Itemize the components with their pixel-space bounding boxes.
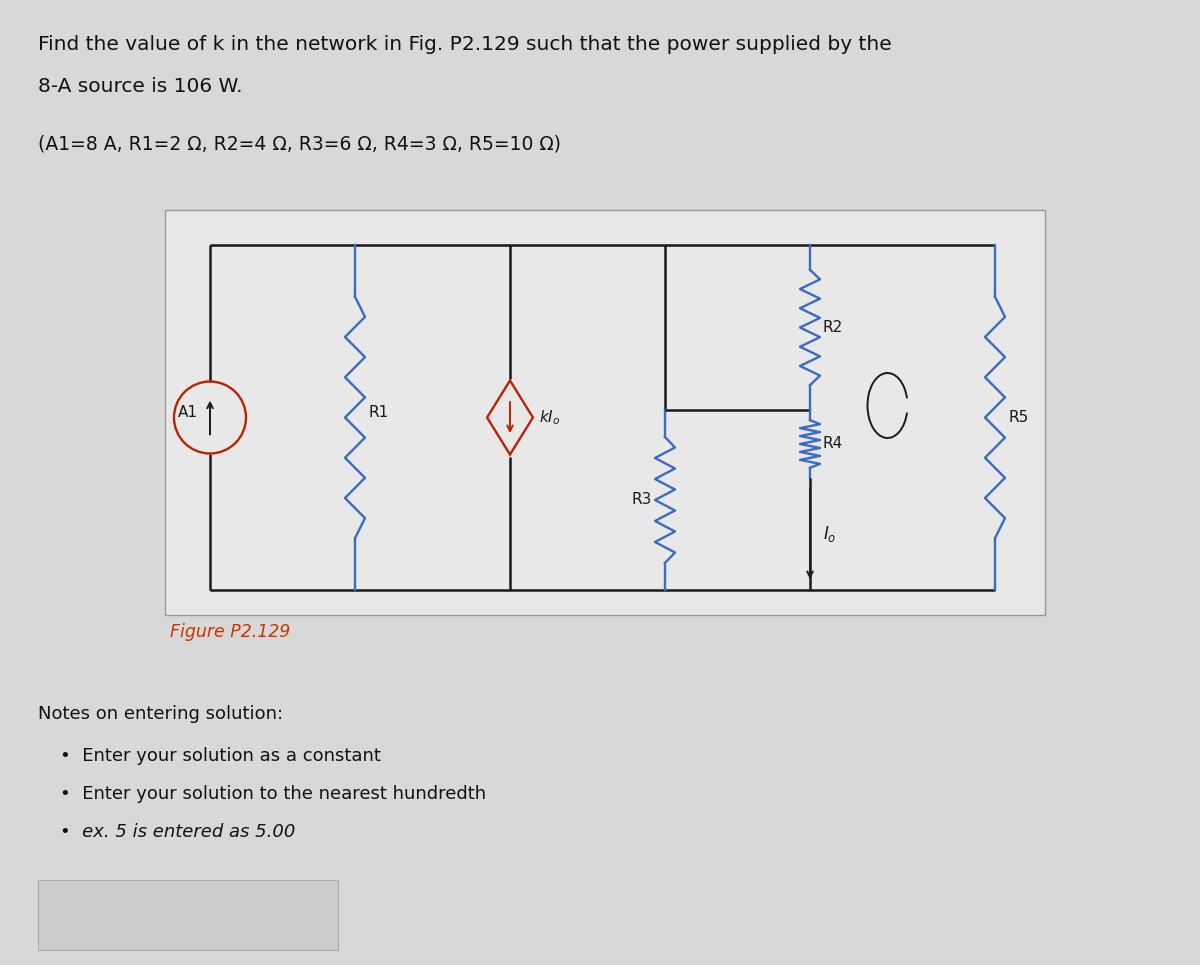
Text: $kI_o$: $kI_o$	[539, 408, 560, 427]
Text: R2: R2	[823, 320, 844, 335]
Text: Notes on entering solution:: Notes on entering solution:	[38, 705, 283, 723]
Text: Find the value of k in the network in Fig. P2.129 such that the power supplied b: Find the value of k in the network in Fi…	[38, 35, 892, 54]
Text: •  ex. 5 is entered as 5.00: • ex. 5 is entered as 5.00	[60, 823, 295, 841]
Text: $I_o$: $I_o$	[823, 524, 836, 544]
Text: 8-A source is 106 W.: 8-A source is 106 W.	[38, 77, 242, 96]
Text: R5: R5	[1008, 410, 1028, 425]
FancyBboxPatch shape	[38, 880, 338, 950]
Text: •  Enter your solution to the nearest hundredth: • Enter your solution to the nearest hun…	[60, 785, 486, 803]
Text: •  Enter your solution as a constant: • Enter your solution as a constant	[60, 747, 380, 765]
Text: (A1=8 A, R1=2 Ω, R2=4 Ω, R3=6 Ω, R4=3 Ω, R5=10 Ω): (A1=8 A, R1=2 Ω, R2=4 Ω, R3=6 Ω, R4=3 Ω,…	[38, 135, 562, 154]
Text: Figure P2.129: Figure P2.129	[170, 623, 290, 641]
Text: R3: R3	[631, 492, 652, 508]
Text: R4: R4	[823, 436, 844, 452]
FancyBboxPatch shape	[166, 210, 1045, 615]
Text: R1: R1	[368, 405, 389, 420]
Text: A1: A1	[178, 405, 198, 420]
